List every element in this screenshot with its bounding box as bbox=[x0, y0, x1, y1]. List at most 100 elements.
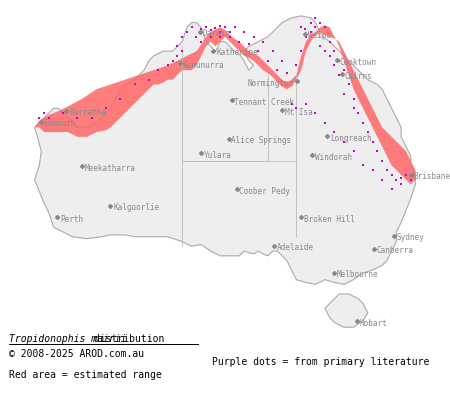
Point bbox=[317, 19, 324, 26]
Polygon shape bbox=[35, 25, 415, 184]
Point bbox=[279, 107, 286, 114]
Text: Mt Isa: Mt Isa bbox=[285, 108, 313, 117]
Point bbox=[360, 119, 367, 126]
Text: Coober Pedy: Coober Pedy bbox=[239, 187, 290, 196]
Point bbox=[216, 34, 224, 40]
Text: Kununurra: Kununurra bbox=[183, 61, 224, 70]
Point bbox=[264, 57, 271, 64]
Point bbox=[117, 95, 124, 102]
Point bbox=[155, 67, 162, 73]
Point bbox=[255, 48, 262, 54]
Point bbox=[321, 48, 328, 54]
Text: Weipa: Weipa bbox=[308, 31, 331, 40]
Text: Tennant Creek: Tennant Creek bbox=[234, 98, 295, 107]
Point bbox=[307, 29, 314, 35]
Point bbox=[388, 171, 395, 178]
Point bbox=[340, 67, 347, 73]
Text: Tropidonophis mairii: Tropidonophis mairii bbox=[9, 334, 126, 344]
Point bbox=[369, 138, 376, 145]
Point bbox=[364, 129, 371, 135]
Point bbox=[340, 90, 347, 97]
Point bbox=[269, 48, 276, 54]
Point bbox=[407, 176, 414, 183]
Point bbox=[340, 138, 347, 145]
Point bbox=[240, 29, 248, 35]
Point bbox=[179, 34, 186, 40]
Text: Alice Springs: Alice Springs bbox=[231, 136, 292, 145]
Point bbox=[188, 24, 195, 31]
Point bbox=[212, 25, 219, 32]
Point bbox=[350, 95, 357, 102]
Point bbox=[279, 57, 286, 64]
Point bbox=[103, 105, 110, 112]
Point bbox=[293, 62, 300, 69]
Point bbox=[45, 115, 53, 121]
Point bbox=[226, 29, 234, 35]
Point bbox=[274, 67, 281, 73]
Text: Kalgoorlie: Kalgoorlie bbox=[113, 203, 159, 212]
Point bbox=[288, 100, 295, 107]
Point bbox=[131, 81, 138, 88]
Point bbox=[397, 181, 405, 188]
Point bbox=[402, 171, 410, 178]
Point bbox=[221, 24, 229, 31]
Text: Cairns: Cairns bbox=[345, 71, 373, 81]
Text: Darwin: Darwin bbox=[202, 29, 230, 38]
Point bbox=[193, 34, 200, 40]
Point bbox=[174, 53, 181, 59]
Text: Red area = estimated range: Red area = estimated range bbox=[9, 371, 162, 381]
Point bbox=[231, 24, 238, 31]
Polygon shape bbox=[35, 16, 415, 284]
Point bbox=[321, 24, 328, 31]
Point bbox=[40, 110, 48, 116]
Point bbox=[345, 81, 352, 88]
Text: Exmouth: Exmouth bbox=[44, 119, 76, 128]
Point bbox=[397, 174, 405, 181]
Text: distribution: distribution bbox=[88, 334, 164, 344]
Point bbox=[226, 34, 234, 40]
Point bbox=[59, 110, 67, 116]
Text: Adelaide: Adelaide bbox=[276, 243, 313, 252]
Text: Katherine: Katherine bbox=[216, 48, 258, 57]
Point bbox=[393, 176, 400, 183]
Text: Perth: Perth bbox=[60, 215, 83, 224]
Point bbox=[183, 29, 190, 35]
Point bbox=[207, 34, 214, 40]
Point bbox=[198, 38, 205, 45]
Point bbox=[326, 38, 333, 45]
Point bbox=[407, 171, 414, 178]
Point bbox=[378, 176, 386, 183]
Point bbox=[297, 48, 305, 54]
Point bbox=[350, 105, 357, 112]
Text: Purple dots = from primary literature: Purple dots = from primary literature bbox=[212, 357, 429, 367]
Point bbox=[388, 186, 395, 193]
Point bbox=[336, 57, 343, 64]
Point bbox=[369, 167, 376, 173]
Point bbox=[350, 148, 357, 154]
Point bbox=[260, 38, 267, 45]
Point bbox=[312, 15, 319, 21]
Text: Hobart: Hobart bbox=[360, 319, 387, 328]
Point bbox=[174, 43, 181, 50]
Text: Brisbane: Brisbane bbox=[414, 172, 450, 181]
Point bbox=[216, 29, 224, 35]
Text: Broken Hill: Broken Hill bbox=[304, 215, 355, 224]
Point bbox=[307, 19, 314, 26]
Point bbox=[145, 76, 153, 83]
Point bbox=[216, 23, 224, 30]
Text: Canberra: Canberra bbox=[377, 247, 414, 255]
Text: Windorah: Windorah bbox=[315, 153, 352, 161]
Point bbox=[36, 115, 43, 121]
Text: Sydney: Sydney bbox=[396, 233, 424, 242]
Point bbox=[331, 48, 338, 54]
Text: © 2008-2025 AROD.com.au: © 2008-2025 AROD.com.au bbox=[9, 349, 144, 359]
Point bbox=[207, 27, 214, 34]
Point bbox=[297, 24, 305, 31]
Point bbox=[202, 24, 210, 31]
Point bbox=[378, 157, 386, 164]
Point bbox=[245, 41, 252, 48]
Point bbox=[360, 162, 367, 169]
Point bbox=[383, 167, 391, 173]
Point bbox=[88, 115, 95, 121]
Point bbox=[301, 26, 308, 32]
